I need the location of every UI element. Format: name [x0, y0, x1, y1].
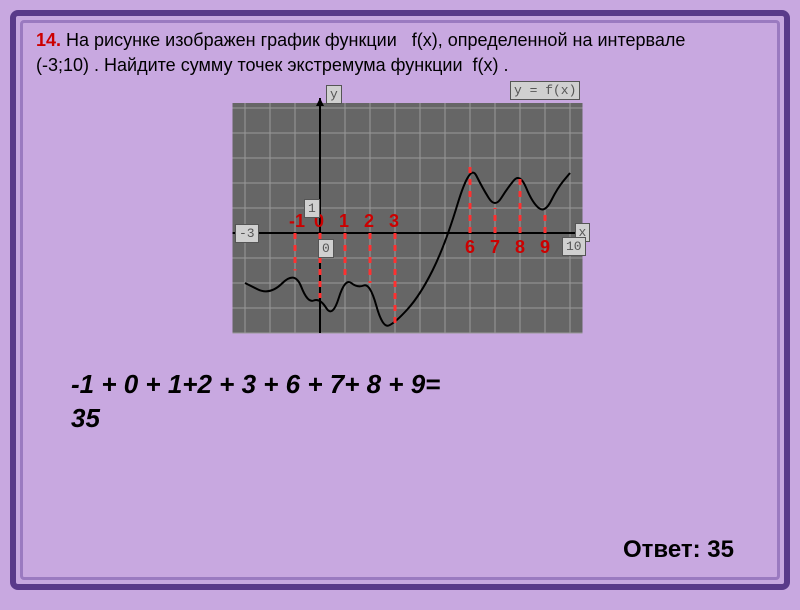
function-chart	[150, 93, 650, 343]
chart-container: -101236789yxy = f(x)-31010	[150, 93, 650, 343]
extrema-label-6: 6	[465, 237, 475, 258]
extrema-label-3: 3	[389, 211, 399, 232]
origin-zero: 0	[318, 239, 334, 258]
extrema-label-7: 7	[490, 237, 500, 258]
question-line1: На рисунке изображен график функции f(x)…	[61, 30, 685, 50]
question-line2: (-3;10) . Найдите сумму точек экстремума…	[36, 55, 509, 75]
question-text: 14. На рисунке изображен график функции …	[36, 28, 764, 78]
y-axis-label: y	[326, 85, 342, 104]
extrema-label-8: 8	[515, 237, 525, 258]
y-tick-1: 1	[304, 199, 320, 218]
x-tick-10: 10	[562, 237, 586, 256]
slide-frame-outer: 14. На рисунке изображен график функции …	[10, 10, 790, 590]
extrema-label-9: 9	[540, 237, 550, 258]
answer-value: 35	[707, 536, 734, 563]
answer: Ответ: 35	[623, 536, 734, 564]
slide-content: 14. На рисунке изображен график функции …	[36, 28, 764, 572]
answer-label: Ответ:	[623, 536, 707, 563]
extrema-label--1: -1	[289, 211, 305, 232]
question-number: 14.	[36, 30, 61, 50]
calculation: -1 + 0 + 1+2 + 3 + 6 + 7+ 8 + 9= 35	[71, 368, 764, 436]
calc-line2: 35	[71, 403, 100, 433]
x-tick-neg3: -3	[235, 224, 259, 243]
extrema-label-2: 2	[364, 211, 374, 232]
function-label: y = f(x)	[510, 81, 580, 100]
extrema-label-1: 1	[339, 211, 349, 232]
calc-line1: -1 + 0 + 1+2 + 3 + 6 + 7+ 8 + 9=	[71, 369, 440, 399]
